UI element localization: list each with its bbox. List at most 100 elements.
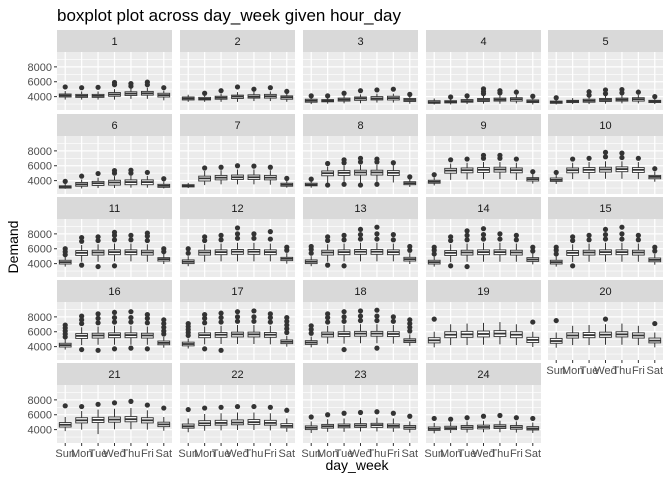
outlier-point [357, 308, 364, 314]
outlier-point [144, 237, 150, 244]
outlier-point [95, 84, 101, 90]
outlier-point [234, 231, 241, 237]
outlier-point [128, 167, 134, 173]
outlier-point [530, 248, 536, 254]
outlier-point [202, 90, 208, 96]
outlier-point [448, 94, 454, 100]
facet-1: 1 4000 6000 8000 [28, 30, 172, 110]
y-tick-label: 4000 [28, 259, 52, 271]
outlier-point [144, 315, 150, 321]
outlier-point [570, 237, 576, 244]
facet-19: 19 [426, 280, 541, 360]
outlier-point [431, 415, 437, 422]
outlier-point [374, 317, 380, 324]
facet-strip [180, 280, 295, 302]
outlier-point [619, 150, 625, 156]
outlier-point [144, 169, 150, 176]
outlier-point [284, 329, 290, 336]
facet-strip-label: 18 [354, 286, 366, 298]
x-tick-label: Wed [594, 365, 616, 377]
outlier-point [586, 155, 592, 161]
facet-strip-label: 6 [111, 120, 117, 132]
outlier-point [79, 313, 85, 319]
outlier-point [407, 328, 413, 334]
x-tick-label: Sun [55, 448, 75, 460]
outlier-point [602, 154, 609, 160]
facet-strip-label: 9 [480, 120, 486, 132]
facet-strip-label: 5 [602, 36, 608, 48]
outlier-point [284, 318, 290, 324]
outlier-point [341, 318, 347, 324]
outlier-point [586, 89, 592, 95]
outlier-point [218, 237, 224, 243]
facet-strip [303, 280, 418, 302]
outlier-point [111, 400, 118, 406]
facet-strip [57, 280, 172, 302]
x-tick-label: Sun [546, 365, 566, 377]
outlier-point [635, 89, 641, 95]
x-tick-label: Sun [301, 448, 321, 460]
outlier-point [530, 415, 536, 422]
facet-strip [57, 197, 172, 219]
facet-strip-label: 24 [477, 369, 489, 381]
facet-strip [303, 197, 418, 219]
outlier-point [128, 315, 134, 321]
outlier-point [480, 232, 487, 238]
outlier-point [95, 237, 101, 244]
facet-strip [303, 114, 418, 136]
outlier-point [390, 86, 396, 92]
outlier-point [497, 88, 503, 94]
outlier-point [341, 181, 347, 187]
facet-strip [548, 280, 663, 302]
outlier-point [341, 232, 347, 238]
outlier-point [95, 234, 101, 240]
outlier-point [284, 326, 290, 332]
outlier-point [267, 229, 273, 235]
x-tick-label: Mon [317, 448, 338, 460]
outlier-point [202, 405, 208, 411]
outlier-point [111, 263, 118, 269]
outlier-point [79, 320, 85, 327]
outlier-point [652, 248, 658, 254]
outlier-point [95, 315, 101, 321]
outlier-point [251, 403, 257, 410]
outlier-point [185, 406, 191, 413]
outlier-point [308, 414, 314, 420]
outlier-point [464, 237, 470, 243]
outlier-point [357, 182, 364, 188]
outlier-point [95, 263, 101, 270]
outlier-point [407, 91, 413, 97]
outlier-point [284, 322, 290, 328]
facet-8: 8 [303, 114, 418, 194]
facet-strip-label: 13 [354, 203, 366, 215]
facet-16: 16 4000 6000 8000 [28, 280, 172, 360]
outlier-point [390, 314, 396, 320]
outlier-point [619, 236, 625, 242]
outlier-point [513, 415, 519, 421]
outlier-point [308, 176, 314, 182]
x-tick-label: Sat [279, 448, 296, 460]
x-tick-label: Thu [121, 448, 140, 460]
x-tick-label: Mon [440, 448, 461, 460]
outlier-point [325, 311, 331, 317]
outlier-point [530, 93, 536, 99]
outlier-point [407, 413, 413, 419]
outlier-point [357, 88, 364, 94]
outlier-point [62, 84, 68, 90]
outlier-point [62, 178, 68, 184]
outlier-point [62, 322, 68, 328]
outlier-point [341, 314, 347, 320]
outlier-point [652, 320, 658, 327]
outlier-point [267, 404, 273, 410]
outlier-point [530, 244, 536, 250]
outlier-point [635, 232, 641, 238]
facet-strip-label: 3 [357, 36, 363, 48]
facet-strip [180, 30, 295, 52]
facet-strip-label: 4 [480, 36, 486, 48]
facet-18: 18 [303, 280, 418, 360]
outlier-point [325, 234, 331, 240]
outlier-point [341, 410, 347, 416]
